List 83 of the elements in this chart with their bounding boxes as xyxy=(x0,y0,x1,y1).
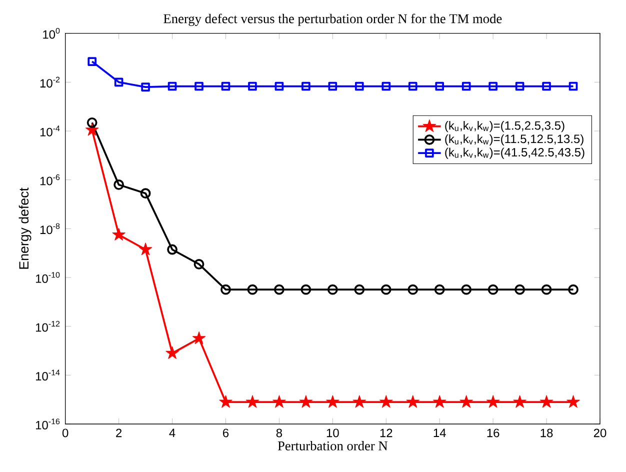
point xyxy=(299,395,313,408)
point xyxy=(248,82,257,91)
point xyxy=(354,284,365,295)
legend-label: (k$_{u}$,k$_{v}$,k$_{w}$)=(1.5,2.5,3.5) xyxy=(445,120,564,132)
point xyxy=(166,346,179,359)
point xyxy=(85,123,99,136)
y-tick-label: 10$^{-4}$ xyxy=(40,126,60,136)
x-tick-label: 20 xyxy=(594,428,606,438)
point xyxy=(460,395,473,408)
x-tick-label: 6 xyxy=(223,428,229,438)
legend-label: (k$_{u}$,k$_{v}$,k$_{w}$)=(11.5,12.5,13.5) xyxy=(445,134,584,146)
legend-label: (k$_{u}$,k$_{v}$,k$_{w}$)=(41.5,42.5,43.5) xyxy=(445,148,584,159)
point xyxy=(462,82,471,91)
x-tick-label: 14 xyxy=(434,428,446,437)
point xyxy=(354,82,364,91)
point xyxy=(140,188,151,199)
point xyxy=(88,57,96,66)
x-tick-label: 0 xyxy=(62,428,68,438)
point xyxy=(221,82,230,91)
point xyxy=(380,395,393,408)
point xyxy=(274,284,284,295)
point xyxy=(86,117,98,128)
x-tick-label: 10 xyxy=(326,428,339,438)
point xyxy=(327,284,338,295)
point xyxy=(300,284,312,295)
x-tick-label: 2 xyxy=(116,428,122,438)
y-tick-label: 10$^{-10}$ xyxy=(36,272,60,283)
y-tick-label: 10$^{-16}$ xyxy=(36,418,60,430)
point xyxy=(542,82,551,91)
point xyxy=(408,82,418,91)
y-tick-label: 10$^{-2}$ xyxy=(40,76,60,88)
point xyxy=(328,82,338,91)
point xyxy=(352,395,366,408)
point xyxy=(432,395,446,408)
point xyxy=(167,244,178,255)
point xyxy=(568,82,578,91)
point xyxy=(141,82,150,92)
point xyxy=(406,395,420,408)
y-tick-label: 10$^{-6}$ xyxy=(40,174,60,186)
point xyxy=(382,82,391,91)
point xyxy=(434,284,445,295)
point xyxy=(194,259,204,270)
point xyxy=(114,78,124,87)
point xyxy=(274,82,284,91)
point xyxy=(435,82,444,91)
x-tick-label: 4 xyxy=(169,428,176,437)
point xyxy=(461,284,472,295)
x-axis-title: Perturbation order N xyxy=(278,441,388,450)
point xyxy=(380,284,392,295)
point xyxy=(326,395,340,408)
point xyxy=(114,180,124,190)
point xyxy=(540,395,554,408)
point xyxy=(246,395,260,408)
chart-title: Energy defect versus the perturbation order N for the TM mode xyxy=(164,14,502,26)
point xyxy=(168,82,177,91)
point xyxy=(541,284,552,295)
point xyxy=(192,331,206,344)
y-tick-label: 10$^{-14}$ xyxy=(36,370,60,381)
x-tick-label: 18 xyxy=(540,428,553,438)
point xyxy=(194,82,204,91)
point xyxy=(112,228,126,240)
y-tick-label: 10$^{-8}$ xyxy=(40,223,60,234)
x-tick-label: 12 xyxy=(380,428,392,438)
x-tick-label: 16 xyxy=(487,428,500,438)
y-tick-label: 10$^{0}$ xyxy=(43,28,60,39)
point xyxy=(219,395,232,408)
point xyxy=(138,242,152,256)
point xyxy=(515,82,524,91)
y-tick-label: 10$^{-12}$ xyxy=(36,320,60,332)
point xyxy=(514,284,525,295)
point xyxy=(488,82,498,91)
point xyxy=(488,284,498,295)
point xyxy=(513,395,526,408)
y-axis-title: Energy defect xyxy=(18,188,32,269)
point xyxy=(408,284,418,295)
point xyxy=(247,284,258,295)
point xyxy=(486,395,500,408)
point xyxy=(272,395,286,408)
point xyxy=(568,284,578,295)
point xyxy=(566,395,580,408)
point xyxy=(302,82,310,91)
point xyxy=(220,284,231,295)
x-tick-label: 8 xyxy=(276,428,282,438)
